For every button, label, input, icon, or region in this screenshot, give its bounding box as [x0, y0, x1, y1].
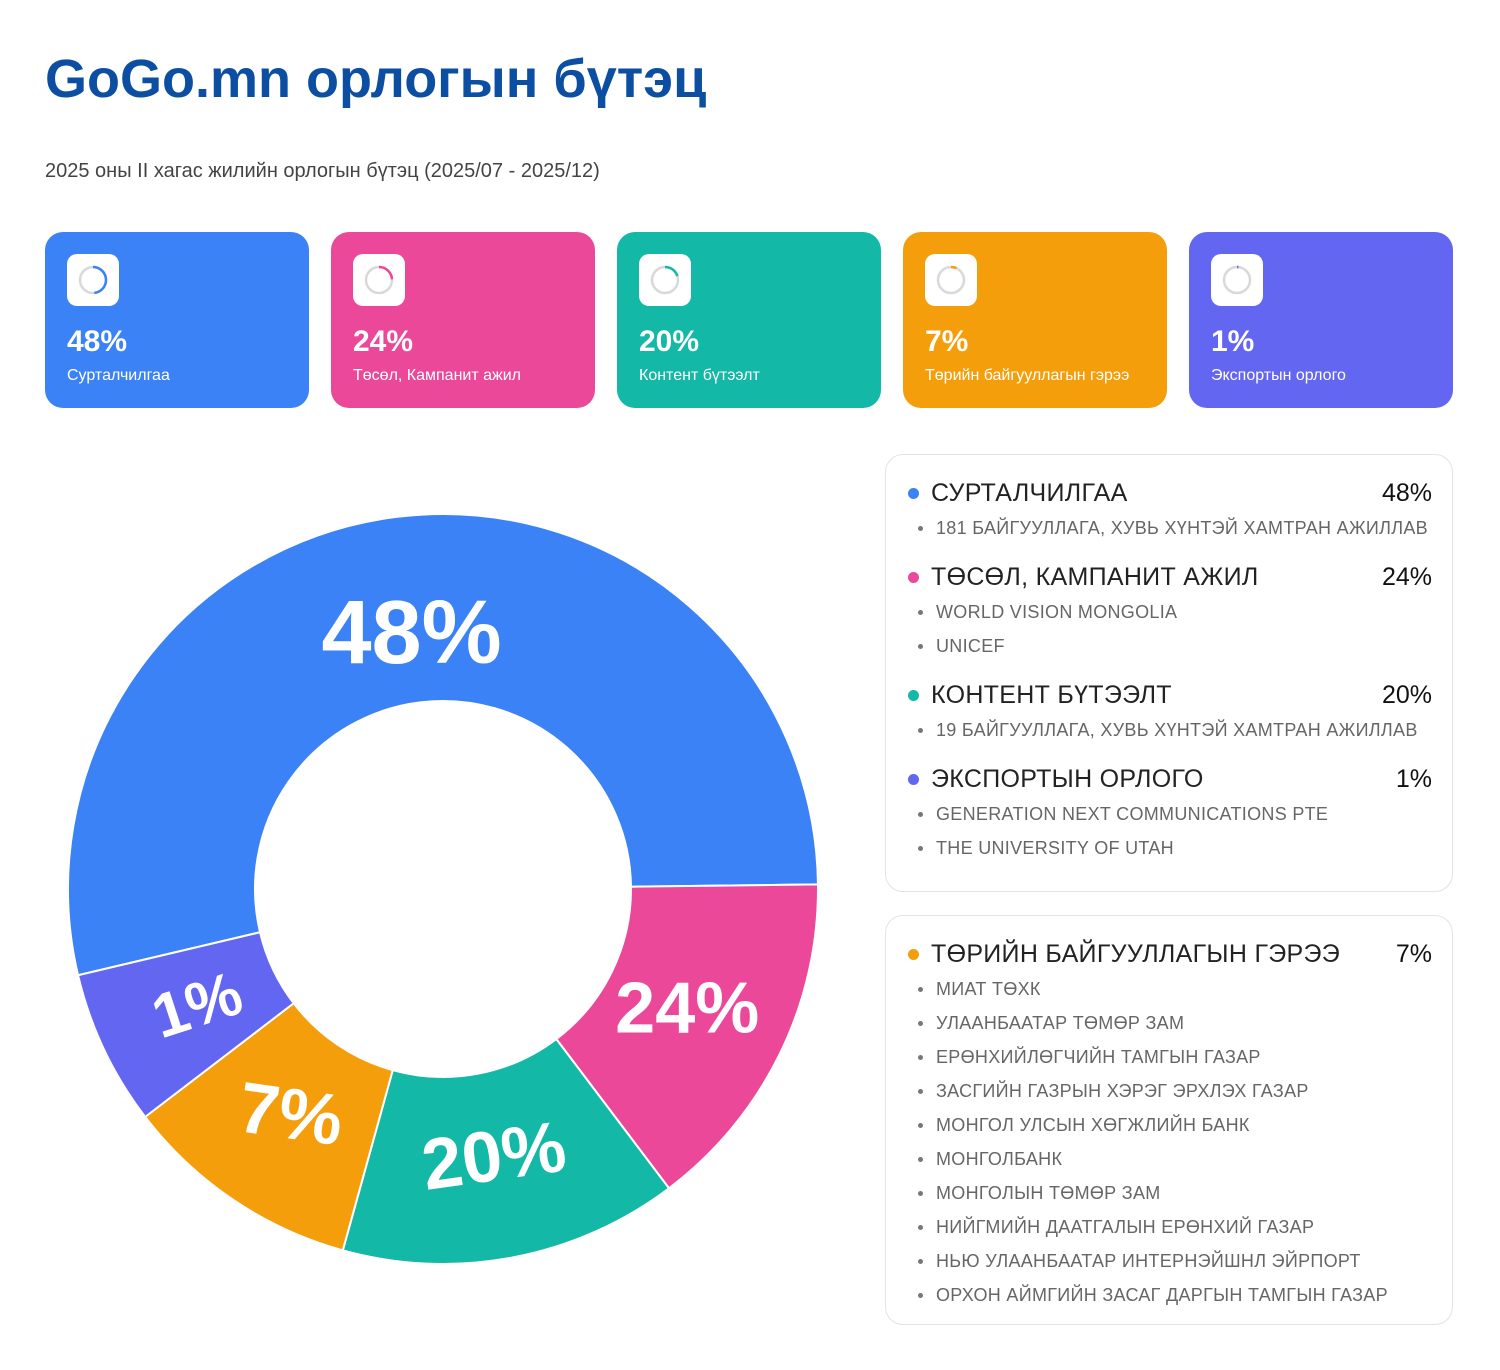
- card-percent: 7%: [925, 325, 969, 358]
- card-label: Экспортын орлого: [1211, 367, 1346, 384]
- legend-panel-government: ТӨРИЙН БАЙГУУЛЛАГЫН ГЭРЭЭ 7% МИАТ ТӨХК УЛАА…: [885, 915, 1453, 1325]
- legend-group: КОНТЕНТ БҮТЭЭЛТ 20% 19 БАЙГУУЛЛАГА, ХУВЬ Х…: [906, 677, 1432, 747]
- legend-dot-icon: [908, 487, 919, 499]
- card-percent: 48%: [67, 325, 128, 358]
- legend-dot-icon: [908, 948, 919, 960]
- legend-category-percent: 1%: [1395, 764, 1432, 793]
- legend-panel-main: СУРТАЛЧИЛГАА 48% 181 БАЙГУУЛЛАГА, ХУВЬ ХҮН…: [885, 454, 1453, 892]
- donut-slice-label: 48%: [321, 583, 501, 683]
- legend-group: ТӨРИЙН БАЙГУУЛЛАГЫН ГЭРЭЭ 7% МИАТ ТӨХК УЛАА…: [906, 936, 1432, 1312]
- legend-category-name: КОНТЕНТ БҮТЭЭЛТ: [931, 680, 1172, 709]
- card-label: Төсөл, Кампанит ажил: [353, 367, 521, 384]
- progress-ring-icon: [67, 254, 119, 306]
- legend-category-percent: 7%: [1395, 939, 1432, 968]
- donut-slice: [76, 931, 296, 1119]
- legend-category-percent: 20%: [1381, 680, 1432, 709]
- legend-category: СУРТАЛЧИЛГАА 48%: [906, 475, 1432, 511]
- legend-list-item: МИАТ ТӨХК: [906, 972, 1432, 1006]
- card-label: Сурталчилгаа: [67, 367, 170, 384]
- donut-slice-label: 24%: [615, 969, 759, 1049]
- donut-slice-label: 20%: [417, 1107, 571, 1206]
- legend-list-item: 19 БАЙГУУЛЛАГА, ХУВЬ ХҮНТЭЙ ХАМТРАН АЖИЛ…: [906, 713, 1432, 747]
- legend-category-percent: 48%: [1381, 478, 1432, 507]
- legend-group: СУРТАЛЧИЛГАА 48% 181 БАЙГУУЛЛАГА, ХУВЬ ХҮН…: [906, 475, 1432, 545]
- legend-category: КОНТЕНТ БҮТЭЭЛТ 20%: [906, 677, 1432, 713]
- legend-list-item: МОНГОЛ УЛСЫН ХӨГЖЛИЙН БАНК: [906, 1108, 1432, 1142]
- legend-list-item: МОНГОЛБАНК: [906, 1142, 1432, 1176]
- donut-slice: [554, 883, 819, 1190]
- legend-list-item: UNICEF: [906, 629, 1432, 663]
- legend-dot-icon: [908, 773, 919, 785]
- summary-card: 20% Контент бүтээлт: [617, 232, 881, 408]
- legend-list-item: УЛААНБААТАР ТӨМӨР ЗАМ: [906, 1006, 1432, 1040]
- card-percent: 1%: [1211, 325, 1255, 358]
- card-label: Контент бүтээлт: [639, 367, 760, 384]
- donut-slice: [143, 1001, 394, 1252]
- legend-list-item: ОРХОН АЙМГИЙН ЗАСАГ ДАРГЫН ТАМГЫН ГАЗАР: [906, 1278, 1432, 1312]
- summary-card: 48% Сурталчилгаа: [45, 232, 309, 408]
- legend-category-name: ТӨРИЙН БАЙГУУЛЛАГЫН ГЭРЭЭ: [931, 939, 1341, 968]
- legend-category-name: ЭКСПОРТЫН ОРЛОГО: [931, 764, 1204, 793]
- summary-cards: 48% Сурталчилгаа 24% Төсөл, Кампанит ажи…: [45, 232, 1453, 408]
- page-subtitle: 2025 оны II хагас жилийн орлогын бүтэц (…: [45, 160, 600, 182]
- summary-card: 1% Экспортын орлого: [1189, 232, 1453, 408]
- legend-list-item: 181 БАЙГУУЛЛАГА, ХУВЬ ХҮНТЭЙ ХАМТРАН АЖИ…: [906, 511, 1432, 545]
- progress-ring-icon: [639, 254, 691, 306]
- legend-list-item: GENERATION NEXT COMMUNICATIONS PTE: [906, 797, 1432, 831]
- legend-category-percent: 24%: [1381, 562, 1432, 591]
- card-percent: 24%: [353, 325, 414, 358]
- legend-category: ТӨСӨЛ, КАМПАНИТ АЖИЛ 24%: [906, 559, 1432, 595]
- legend-group: ТӨСӨЛ, КАМПАНИТ АЖИЛ 24% WORLD VISION MONG…: [906, 559, 1432, 663]
- legend-list-item: THE UNIVERSITY OF UTAH: [906, 831, 1432, 865]
- progress-ring-icon: [1211, 254, 1263, 306]
- progress-ring-icon: [925, 254, 977, 306]
- legend-list-item: ЕРӨНХИЙЛӨГЧИЙН ТАМГЫН ГАЗАР: [906, 1040, 1432, 1074]
- donut-slice: [67, 513, 819, 977]
- legend-list-item: МОНГОЛЫН ТӨМӨР ЗАМ: [906, 1176, 1432, 1210]
- legend-category-name: СУРТАЛЧИЛГАА: [931, 478, 1128, 507]
- legend-dot-icon: [908, 571, 919, 583]
- progress-ring-icon: [353, 254, 405, 306]
- legend-dot-icon: [908, 689, 919, 701]
- donut-chart: 48%24%20%7%1%: [67, 513, 819, 1265]
- legend-category: ТӨРИЙН БАЙГУУЛЛАГЫН ГЭРЭЭ 7%: [906, 936, 1432, 972]
- donut-slice-label: 7%: [234, 1068, 348, 1162]
- page-title: GoGo.mn орлогын бүтэц: [45, 49, 707, 109]
- card-percent: 20%: [639, 325, 700, 358]
- donut-slice: [341, 1037, 671, 1265]
- legend-group: ЭКСПОРТЫН ОРЛОГО 1% GENERATION NEXT COMMUN…: [906, 761, 1432, 865]
- summary-card: 24% Төсөл, Кампанит ажил: [331, 232, 595, 408]
- legend-list-item: НИЙГМИЙН ДААТГАЛЫН ЕРӨНХИЙ ГАЗАР: [906, 1210, 1432, 1244]
- summary-card: 7% Төрийн байгууллагын гэрээ: [903, 232, 1167, 408]
- legend-list-item: НЬЮ УЛААНБААТАР ИНТЕРНЭЙШНЛ ЭЙРПОРТ: [906, 1244, 1432, 1278]
- legend-category: ЭКСПОРТЫН ОРЛОГО 1%: [906, 761, 1432, 797]
- legend-list-item: WORLD VISION MONGOLIA: [906, 595, 1432, 629]
- legend-list-item: ЗАСГИЙН ГАЗРЫН ХЭРЭГ ЭРХЛЭХ ГАЗАР: [906, 1074, 1432, 1108]
- legend-category-name: ТӨСӨЛ, КАМПАНИТ АЖИЛ: [931, 562, 1259, 591]
- card-label: Төрийн байгууллагын гэрээ: [925, 367, 1130, 384]
